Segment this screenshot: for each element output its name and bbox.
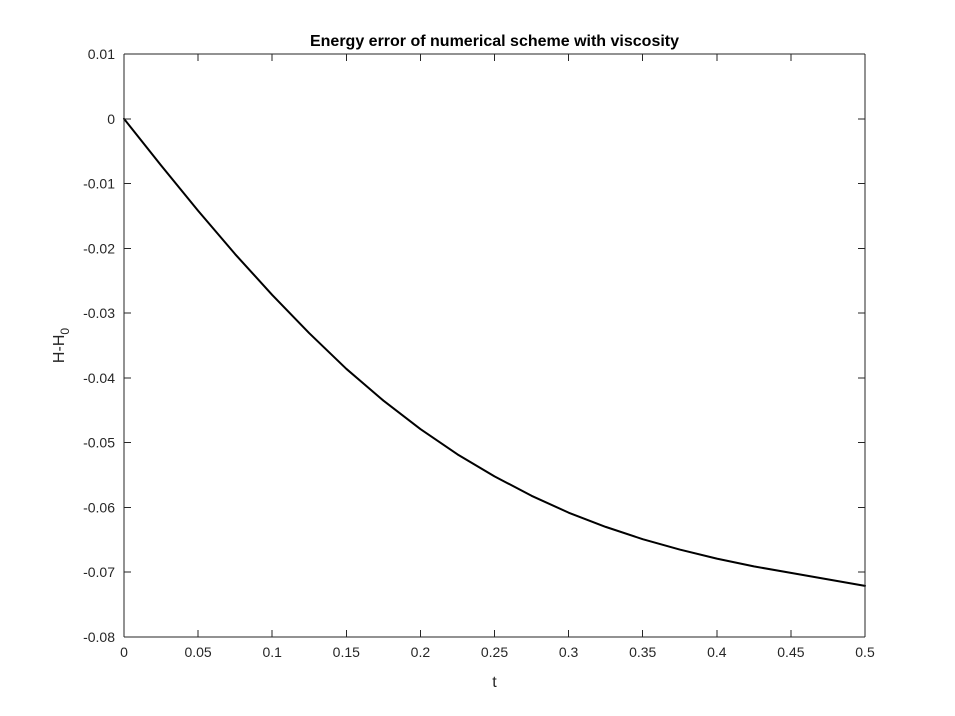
y-tick-label: -0.07 <box>83 564 115 580</box>
x-tick-label: 0.35 <box>629 644 656 660</box>
x-axis-label: t <box>492 674 497 691</box>
x-tick-label: 0.25 <box>481 644 508 660</box>
y-tick-label: 0 <box>107 111 115 127</box>
y-axis-label: H-H0 <box>51 328 72 363</box>
x-tick-label: 0.1 <box>262 644 282 660</box>
x-tick-label: 0 <box>120 644 128 660</box>
y-tick-label: -0.04 <box>83 370 115 386</box>
series-line <box>123 117 866 587</box>
y-tick-label: -0.06 <box>83 499 115 515</box>
x-tick-label: 0.45 <box>777 644 804 660</box>
y-tick-label: -0.01 <box>83 176 115 192</box>
y-tick-label: -0.08 <box>83 629 115 645</box>
y-axis-label-subscript: 0 <box>58 328 72 335</box>
y-tick-label: 0.01 <box>88 46 115 62</box>
series-layer <box>123 117 866 587</box>
x-tick-label: 0.4 <box>707 644 727 660</box>
x-tick-label: 0.5 <box>855 644 875 660</box>
x-tick-label: 0.3 <box>559 644 579 660</box>
x-tick-label: 0.15 <box>333 644 360 660</box>
ticks-layer: 0 0.05 0.1 0.15 0.2 0.25 0.3 0.35 0.4 0.45 0.5 0.01… <box>83 46 875 660</box>
x-tick-label: 0.2 <box>411 644 431 660</box>
y-tick-label: -0.02 <box>83 240 115 256</box>
x-tick-label: 0.05 <box>184 644 211 660</box>
y-tick-label: -0.03 <box>83 305 115 321</box>
plot-area <box>124 54 865 637</box>
y-axis-label-main: H-H <box>51 335 68 363</box>
y-tick-label: -0.05 <box>83 435 115 451</box>
chart-title: Energy error of numerical scheme with vi… <box>310 33 679 50</box>
